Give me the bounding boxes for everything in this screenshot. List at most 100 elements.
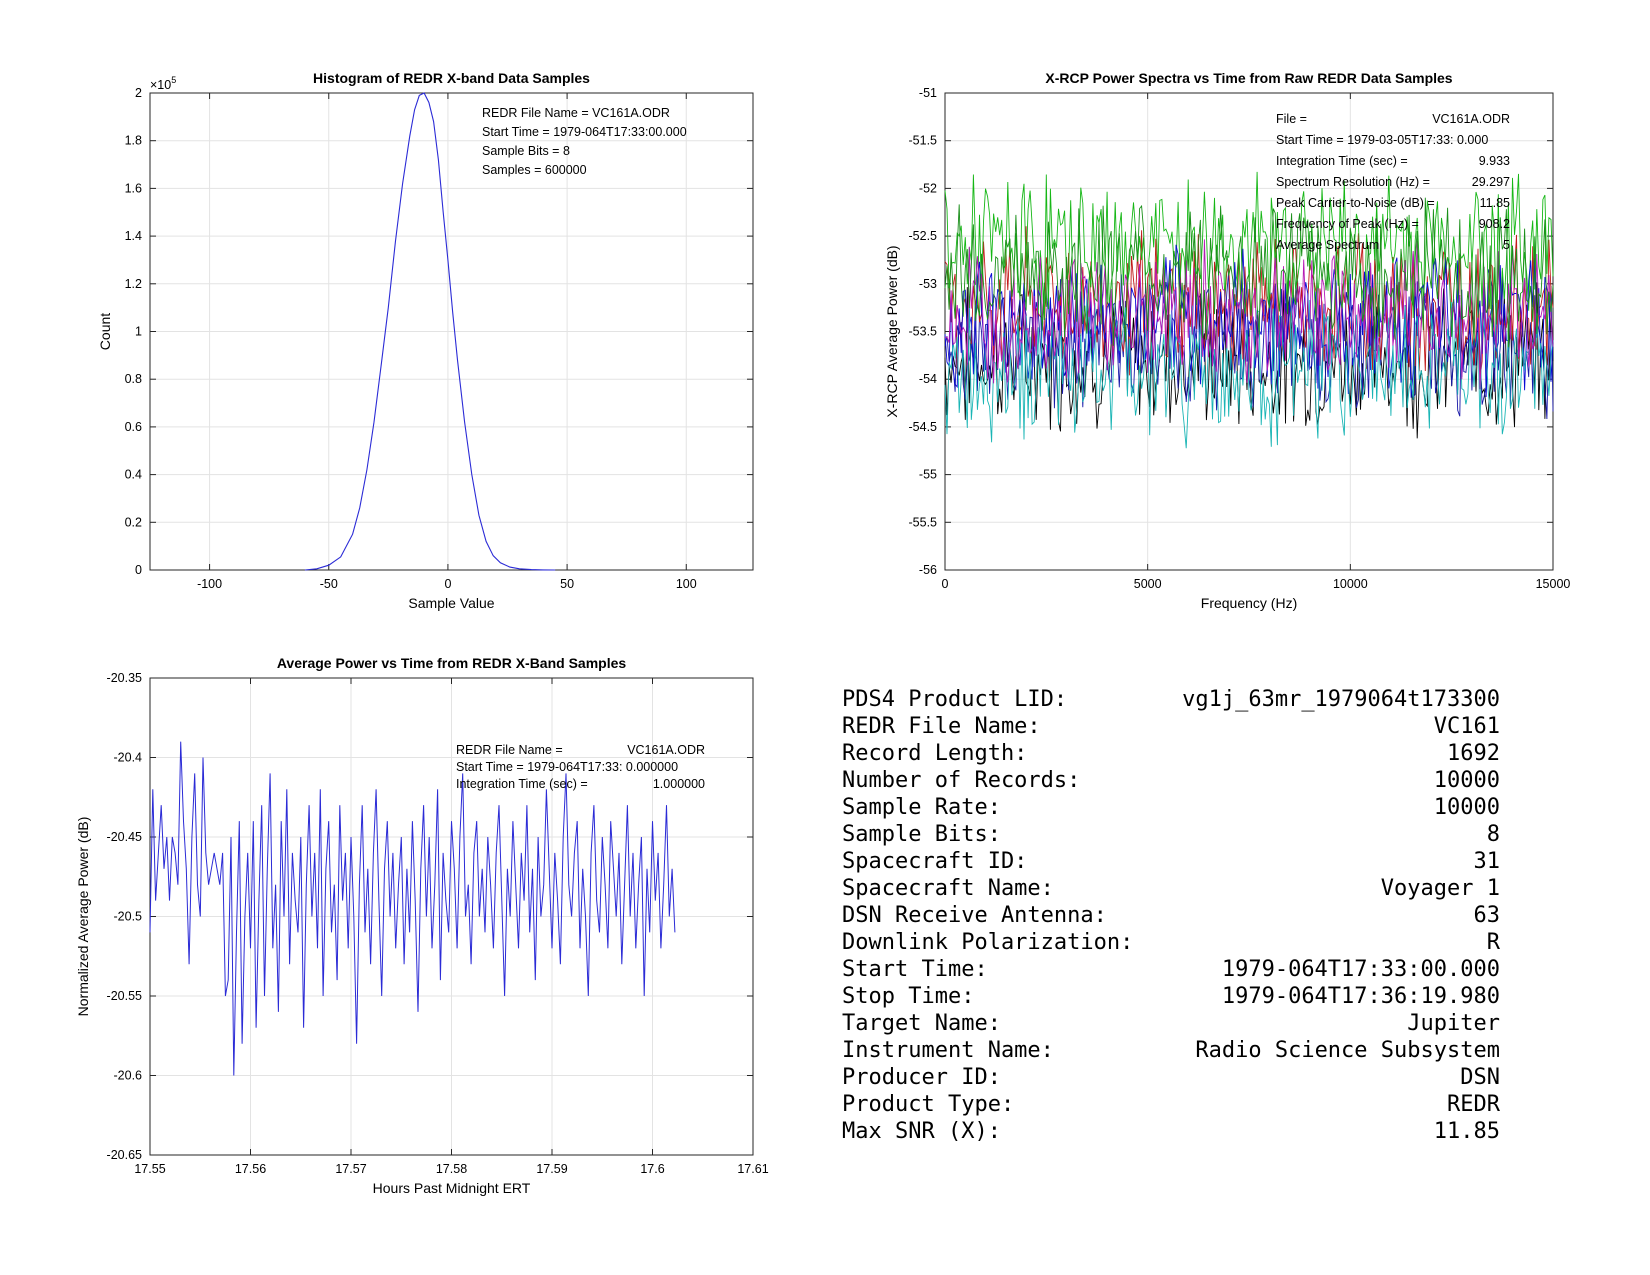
chart-title: Histogram of REDR X-band Data Samples [313, 70, 590, 86]
y-exponent-power: 5 [171, 75, 176, 85]
x-tick-label: -100 [197, 577, 222, 591]
y-tick-label: -20.65 [107, 1148, 142, 1162]
x-axis-label: Hours Past Midnight ERT [373, 1180, 531, 1196]
y-tick-label: -53.5 [909, 325, 938, 339]
info-label: Spacecraft ID: [842, 849, 1028, 874]
info-value: 1979-064T17:36:19.980 [1221, 984, 1500, 1009]
y-axis-label: Count [97, 313, 113, 350]
avg-power-annotation-value: 1.000000 [653, 777, 705, 791]
y-tick-label: 1.4 [125, 229, 142, 243]
x-tick-label: 5000 [1134, 577, 1162, 591]
info-label: Number of Records: [842, 768, 1081, 793]
y-tick-label: -20.45 [107, 830, 142, 844]
info-value: 31 [1473, 849, 1501, 874]
x-tick-label: 50 [560, 577, 574, 591]
info-value: DSN [1460, 1065, 1500, 1090]
y-tick-label: -51.5 [909, 134, 938, 148]
avg-power-chart: 17.55 17.56 17.57 17.58 17.59 17.6 17.61 -20.65… [75, 655, 769, 1196]
info-value: REDR [1447, 1092, 1500, 1117]
spectra-annotation-label: Frequency of Peak (Hz) = [1276, 217, 1419, 231]
info-row: Max SNR (X): 11.85 [842, 1118, 1500, 1145]
info-value: 10000 [1433, 768, 1500, 793]
spectrum-series-line [944, 197, 1554, 348]
info-row: Start Time: 1979-064T17:33:00.000 [842, 956, 1500, 983]
x-tick-label: 10000 [1333, 577, 1368, 591]
info-value: 1692 [1447, 741, 1500, 766]
y-tick-label: -20.55 [107, 989, 142, 1003]
info-label: Producer ID: [842, 1065, 1001, 1090]
spectra-annotation-value: 9.933 [1479, 154, 1510, 168]
product-info-table: PDS4 Product LID: vg1j_63mr_1979064t17330… [842, 686, 1500, 1145]
y-tick-label: -20.6 [114, 1069, 143, 1083]
spectra-annotation-label: Start Time = 1979-03-05T17:33: 0.000 [1276, 133, 1488, 147]
info-value: 10000 [1433, 795, 1500, 820]
info-row: Sample Rate: 10000 [842, 794, 1500, 821]
x-tick-label: 17.57 [335, 1162, 366, 1176]
histogram-chart: -100 -50 0 50 100 0 0.2 0.4 0.6 0.8 1 1.2 1.4 1.6 1.8 2… [97, 70, 754, 611]
y-tick-label: -20.4 [114, 751, 143, 765]
x-tick-label: 0 [444, 577, 451, 591]
y-tick-label: -55 [919, 468, 937, 482]
info-label: Sample Rate: [842, 795, 1001, 820]
x-tick-label: 17.61 [737, 1162, 768, 1176]
info-value: Voyager 1 [1380, 876, 1500, 901]
info-label: Downlink Polarization: [842, 930, 1134, 955]
avg-power-line [149, 741, 676, 1076]
histogram-annotation: Samples = 600000 [482, 163, 587, 177]
info-value: Radio Science Subsystem [1195, 1038, 1500, 1063]
info-value: VC161 [1433, 714, 1500, 739]
info-row: DSN Receive Antenna: 63 [842, 902, 1500, 929]
y-tick-label: -52.5 [909, 229, 938, 243]
y-tick-label: 1 [135, 325, 142, 339]
info-row: Number of Records: 10000 [842, 767, 1500, 794]
info-label: REDR File Name: [842, 714, 1041, 739]
info-row: Record Length: 1692 [842, 740, 1500, 767]
spectra-annotation-value: 5 [1503, 238, 1510, 252]
y-tick-label: 1.8 [125, 134, 142, 148]
histogram-line [304, 92, 556, 571]
info-value: R [1486, 930, 1500, 955]
chart-title: X-RCP Power Spectra vs Time from Raw RED… [1045, 70, 1452, 86]
spectra-annotation-value: 29.297 [1472, 175, 1510, 189]
y-tick-label: 0.4 [125, 468, 142, 482]
histogram-annotation: REDR File Name = VC161A.ODR [482, 106, 670, 120]
spectra-annotation-label: Average Spectrum [1276, 238, 1379, 252]
y-tick-label: -55.5 [909, 515, 938, 529]
spectra-annotation-label: Peak Carrier-to-Noise (dB) = [1276, 196, 1435, 210]
histogram-annotation: Sample Bits = 8 [482, 144, 570, 158]
info-row: PDS4 Product LID: vg1j_63mr_1979064t17330… [842, 686, 1500, 713]
spectra-annotation-label: Spectrum Resolution (Hz) = [1276, 175, 1430, 189]
info-label: Stop Time: [842, 984, 975, 1009]
x-tick-label: 0 [942, 577, 949, 591]
y-tick-label: -51 [919, 86, 937, 100]
info-label: Instrument Name: [842, 1038, 1054, 1063]
y-tick-label: 0.6 [125, 420, 142, 434]
info-row: Stop Time: 1979-064T17:36:19.980 [842, 983, 1500, 1010]
x-tick-label: 17.6 [640, 1162, 664, 1176]
y-tick-label: 1.2 [125, 277, 142, 291]
chart-title: Average Power vs Time from REDR X-Band S… [277, 655, 627, 671]
info-label: Sample Bits: [842, 822, 1001, 847]
spectra-annotation-value: 908.2 [1479, 217, 1510, 231]
info-label: Target Name: [842, 1011, 1001, 1036]
info-label: Start Time: [842, 957, 988, 982]
y-tick-label: 0.8 [125, 372, 142, 386]
x-tick-label: 17.56 [235, 1162, 266, 1176]
info-label: Record Length: [842, 741, 1028, 766]
x-tick-label: 17.59 [536, 1162, 567, 1176]
y-tick-label: 0.2 [125, 515, 142, 529]
x-tick-label: 100 [676, 577, 697, 591]
avg-power-annotation-label: Start Time = 1979-064T17:33: 0.000000 [456, 760, 678, 774]
info-row: Instrument Name: Radio Science Subsystem [842, 1037, 1500, 1064]
info-label: Max SNR (X): [842, 1119, 1001, 1144]
avg-power-annotation-label: REDR File Name = [456, 743, 563, 757]
info-row: Producer ID: DSN [842, 1064, 1500, 1091]
x-tick-label: 17.55 [134, 1162, 165, 1176]
info-value: Jupiter [1407, 1011, 1500, 1036]
x-tick-label: -50 [320, 577, 338, 591]
spectra-annotation-value: 11.85 [1480, 196, 1510, 210]
y-tick-label: -56 [919, 563, 937, 577]
y-tick-label: 1.6 [125, 181, 142, 195]
y-exponent-label: ×105 [150, 75, 176, 92]
